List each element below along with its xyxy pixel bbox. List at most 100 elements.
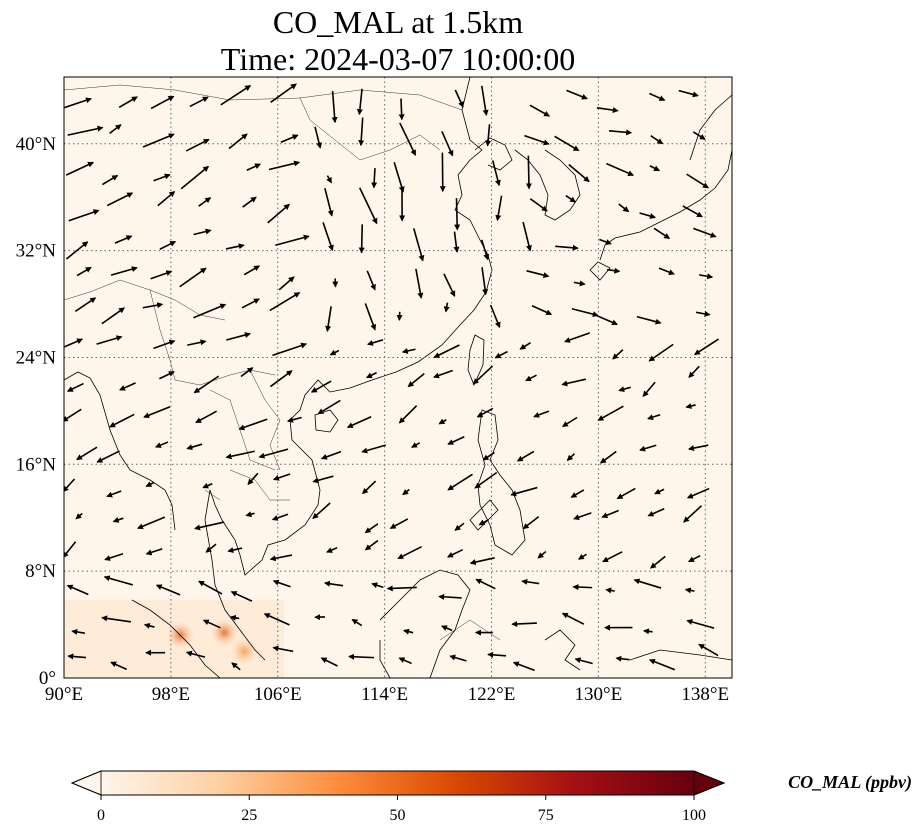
wind-vector [346,416,372,428]
wind-vector [647,508,665,517]
wind-vector [522,516,540,530]
wind-vector [649,165,661,172]
wind-vector [153,339,176,350]
wind-vector [599,238,612,245]
wind-vector [312,475,334,484]
wind-vector [364,303,377,331]
wind-vector [142,133,175,148]
wind-vector [185,650,206,658]
wind-vector [364,539,379,551]
wind-vector [639,212,656,219]
wind-vector [600,450,617,464]
wind-vector [615,655,630,662]
wind-vector [525,155,532,190]
wind-vector [698,273,714,280]
wind-vector [112,517,124,523]
coastline-sulawesi [544,629,732,671]
wind-vector [67,653,87,660]
wind-vector [193,375,220,394]
wind-vector [594,313,618,326]
wind-vector [159,371,175,380]
wind-vector [489,304,501,329]
wind-vector [650,135,664,145]
haze-band [64,600,284,678]
wind-vector [533,410,550,418]
wind-vector [195,410,218,424]
wind-vector [64,338,84,348]
wind-vector [415,268,424,299]
wind-vector [519,342,531,350]
colorbar-ticks: 0 25 50 75 100 [97,795,706,824]
wind-vector [606,162,635,176]
wind-vector [186,443,203,451]
lat-tick-label: 0° [39,668,56,689]
wind-vector [356,88,363,116]
wind-vector [555,244,579,251]
wind-vector [202,619,221,629]
wind-vector [193,303,227,319]
wind-vector [64,408,82,422]
wind-vector [447,548,464,558]
wind-vector [320,657,338,667]
wind-vector [495,195,503,222]
graticule [64,77,732,678]
wind-vector [447,473,473,491]
wind-vector [365,371,377,379]
wind-vector [202,482,213,489]
wind-vector [109,413,135,428]
wind-vector [433,369,453,379]
coastline-borneo [379,569,471,678]
wind-vector [618,386,631,393]
wind-vector [185,138,210,152]
wind-vector [272,579,291,588]
lat-tick-label: 40°N [16,134,57,155]
wind-vector [402,488,410,496]
wind-vectors [64,83,719,672]
wind-vector [438,593,462,600]
wind-vector [688,365,700,378]
wind-vector [561,378,587,387]
wind-vector [269,292,301,312]
wind-vector [187,339,207,346]
wind-vector [573,512,592,521]
wind-vector [269,554,293,562]
wind-vector [329,349,340,356]
wind-vector [155,584,181,596]
wind-vector [647,413,661,420]
wind-vector [572,584,593,591]
wind-vector [596,106,619,114]
wind-vector [268,160,301,171]
wind-vector [310,380,332,393]
coastline-sumatra [131,599,221,678]
wind-vector [407,373,425,388]
wind-vector [225,450,255,460]
wind-vector [399,122,417,156]
wind-vector [386,585,417,592]
wind-vector [198,580,223,595]
wind-vector [692,131,706,140]
wind-vector [512,661,535,672]
wind-vector [322,222,334,252]
wind-vector [243,265,261,276]
wind-vector [516,450,535,462]
wind-vector [155,441,169,448]
wind-vector [612,349,624,360]
colorbar-label: CO_MAL (ppbv) [788,772,912,793]
wind-vector [64,478,76,493]
wind-vector [601,509,619,518]
wind-vector [687,554,701,563]
wind-vector [101,174,119,186]
map-axes: 90°E 98°E 106°E 114°E 122°E 130°E 138°E 0° 8°N 16… [16,134,729,705]
wind-vector [454,198,461,231]
wind-vector [686,173,709,189]
wind-vector [145,548,163,556]
wind-vector [393,162,405,193]
wind-vector [648,658,676,671]
wind-vector [362,480,377,495]
wind-vector [231,662,241,671]
wind-vector [358,117,365,147]
wind-vector [537,550,547,559]
wind-vector [220,85,252,106]
colorbar-tick-label: 0 [97,807,105,824]
wind-vector [687,444,709,452]
